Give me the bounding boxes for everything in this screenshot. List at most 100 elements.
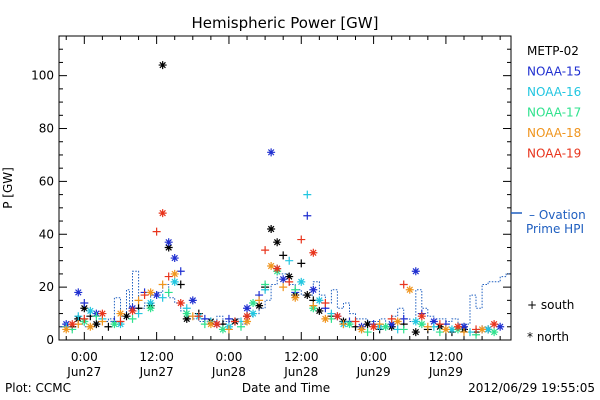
ovation-legend-line1: – Ovation	[529, 208, 586, 222]
legend-noaa-19: NOAA-19	[527, 147, 581, 161]
noaa-19-south-point	[472, 325, 481, 334]
noaa-19-north-point	[273, 264, 282, 273]
noaa-18-south-point	[279, 283, 288, 292]
noaa-19-south-point	[321, 298, 330, 307]
y-tick-label: 40	[39, 227, 54, 241]
x-tick-date-label: Jun29	[428, 365, 463, 379]
noaa-18-north-point	[243, 317, 252, 326]
noaa-17-south-point	[363, 328, 372, 337]
plot-frame	[58, 35, 512, 341]
noaa-17-south-point	[92, 312, 101, 321]
noaa-18-south-point	[459, 328, 468, 337]
noaa-18-south-point	[134, 296, 143, 305]
noaa-17-north-point	[345, 320, 354, 329]
noaa-18-north-point	[478, 325, 487, 334]
x-tick-date-label: Jun29	[356, 365, 391, 379]
noaa-17-north-point	[381, 322, 390, 331]
noaa-15-south-point	[80, 298, 89, 307]
noaa-16-north-point	[170, 277, 179, 286]
noaa-19-south-point	[152, 227, 161, 236]
noaa-19-north-point	[176, 298, 185, 307]
metp-02-north-point	[411, 328, 420, 337]
noaa-18-north-point	[170, 269, 179, 278]
noaa-15-north-point	[74, 288, 83, 297]
noaa-15-north-point	[459, 322, 468, 331]
metp-02-south-point	[297, 259, 306, 268]
noaa-18-north-point	[267, 261, 276, 270]
noaa-18-north-point	[206, 320, 215, 329]
noaa-19-south-point	[387, 314, 396, 323]
noaa-17-south-point	[128, 314, 137, 323]
noaa-18-south-point	[423, 322, 432, 331]
noaa-19-south-point	[399, 280, 408, 289]
noaa-15-north-point	[429, 317, 438, 326]
noaa-18-north-point	[357, 325, 366, 334]
noaa-19-south-point	[116, 317, 125, 326]
noaa-18-north-point	[291, 293, 300, 302]
legend-noaa-16: NOAA-16	[527, 85, 581, 99]
ovation-legend-line2: Prime HPI	[526, 222, 584, 236]
noaa-16-north-point	[86, 306, 95, 315]
noaa-18-south-point	[255, 296, 264, 305]
noaa-17-south-point	[291, 285, 300, 294]
noaa-17-south-point	[164, 288, 173, 297]
noaa-17-north-point	[490, 328, 499, 337]
noaa-15-north-point	[170, 254, 179, 263]
noaa-16-north-point	[411, 317, 420, 326]
noaa-18-south-point	[224, 325, 233, 334]
noaa-19-south-point	[285, 277, 294, 286]
legend-noaa-18: NOAA-18	[527, 126, 581, 140]
x-axis-label: Date and Time	[242, 381, 330, 395]
noaa-15-north-point	[496, 322, 505, 331]
noaa-19-north-point	[453, 322, 462, 331]
noaa-17-south-point	[399, 325, 408, 334]
noaa-19-north-point	[128, 306, 137, 315]
metp-02-north-point	[80, 304, 89, 313]
noaa-17-north-point	[146, 304, 155, 313]
noaa-19-north-point	[417, 312, 426, 321]
noaa-19-north-point	[243, 312, 252, 321]
legend: METP-02 NOAA-15 NOAA-16 NOAA-17 NOAA-18 NOAA-…	[527, 44, 581, 161]
noaa-19-north-point	[309, 248, 318, 257]
y-tick-label: 0	[46, 333, 54, 347]
x-tick-time-label: 0:00	[71, 350, 98, 364]
metp-02-north-point	[315, 306, 324, 315]
noaa-15-south-point	[303, 211, 312, 220]
noaa-19-north-point	[490, 320, 499, 329]
noaa-15-south-point	[176, 267, 185, 276]
noaa-15-north-point	[152, 291, 161, 300]
noaa-16-north-point	[146, 298, 155, 307]
x-tick-date-label: Jun27	[66, 365, 101, 379]
plot-credit: Plot: CCMC	[5, 381, 71, 395]
x-tick-time-label: 12:00	[139, 350, 174, 364]
noaa-15-north-point	[411, 267, 420, 276]
noaa-19-north-point	[333, 312, 342, 321]
noaa-19-south-point	[435, 320, 444, 329]
x-axis: 0:00Jun2712:00Jun270:00Jun2812:00Jun280:…	[65, 36, 501, 379]
noaa-18-south-point	[158, 280, 167, 289]
metp-02-south-point	[176, 280, 185, 289]
noaa-19-south-point	[230, 317, 239, 326]
x-tick-time-label: 12:00	[429, 350, 464, 364]
noaa-16-south-point	[158, 293, 167, 302]
x-tick-date-label: Jun28	[283, 365, 318, 379]
noaa-15-south-point	[224, 314, 233, 323]
noaa-16-north-point	[447, 325, 456, 334]
noaa-19-north-point	[158, 209, 167, 218]
noaa-19-north-point	[68, 320, 77, 329]
noaa-15-north-point	[279, 275, 288, 284]
noaa-19-south-point	[351, 317, 360, 326]
metp-02-north-point	[164, 243, 173, 252]
noaa-19-south-point	[194, 312, 203, 321]
legend-noaa-15: NOAA-15	[527, 65, 581, 79]
noaa-15-north-point	[188, 296, 197, 305]
noaa-19-south-point	[164, 272, 173, 281]
noaa-18-south-point	[98, 317, 107, 326]
noaa-17-south-point	[261, 280, 270, 289]
noaa-16-north-point	[484, 325, 493, 334]
noaa-18-north-point	[393, 317, 402, 326]
noaa-17-north-point	[218, 325, 227, 334]
noaa-17-north-point	[417, 320, 426, 329]
noaa-17-north-point	[110, 320, 119, 329]
x-tick-date-label: Jun27	[139, 365, 174, 379]
